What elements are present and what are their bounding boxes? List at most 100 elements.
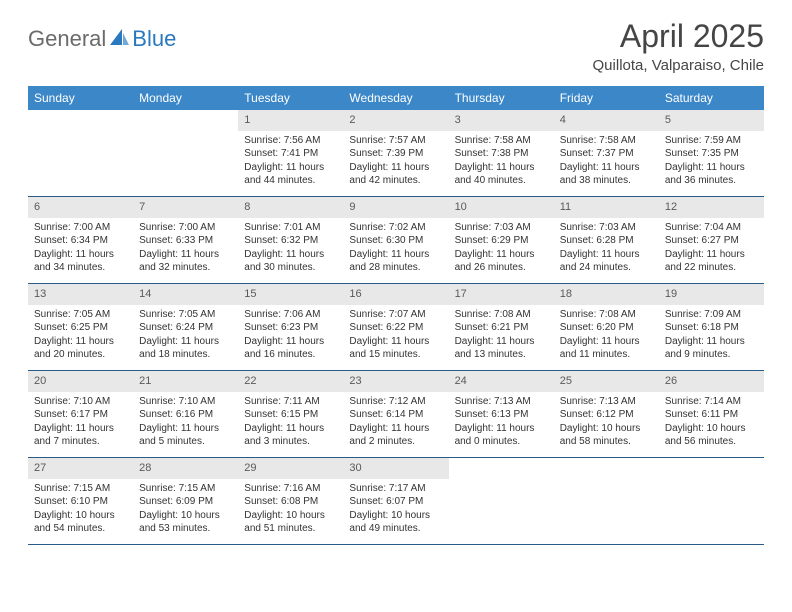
week-row: 20Sunrise: 7:10 AMSunset: 6:17 PMDayligh… <box>28 371 764 458</box>
sunrise-text: Sunrise: 7:09 AM <box>665 308 758 322</box>
day-number: 27 <box>28 458 133 479</box>
daylight-text: Daylight: 10 hours <box>244 509 337 523</box>
sunset-text: Sunset: 6:29 PM <box>455 234 548 248</box>
day-body: Sunrise: 7:14 AMSunset: 6:11 PMDaylight:… <box>659 392 764 455</box>
day-number: 26 <box>659 371 764 392</box>
day-number <box>28 110 133 131</box>
sunrise-text: Sunrise: 7:00 AM <box>139 221 232 235</box>
sunset-text: Sunset: 6:33 PM <box>139 234 232 248</box>
sunrise-text: Sunrise: 7:07 AM <box>349 308 442 322</box>
day-cell: 17Sunrise: 7:08 AMSunset: 6:21 PMDayligh… <box>449 284 554 370</box>
sunrise-text: Sunrise: 7:15 AM <box>139 482 232 496</box>
sunset-text: Sunset: 6:14 PM <box>349 408 442 422</box>
day-cell: 23Sunrise: 7:12 AMSunset: 6:14 PMDayligh… <box>343 371 448 457</box>
day-number: 17 <box>449 284 554 305</box>
daylight-text: and 2 minutes. <box>349 435 442 449</box>
sunset-text: Sunset: 7:41 PM <box>244 147 337 161</box>
day-body: Sunrise: 7:56 AMSunset: 7:41 PMDaylight:… <box>238 131 343 194</box>
sunset-text: Sunset: 6:28 PM <box>560 234 653 248</box>
day-cell: 24Sunrise: 7:13 AMSunset: 6:13 PMDayligh… <box>449 371 554 457</box>
daylight-text: and 13 minutes. <box>455 348 548 362</box>
daylight-text: and 16 minutes. <box>244 348 337 362</box>
sunrise-text: Sunrise: 7:11 AM <box>244 395 337 409</box>
sunset-text: Sunset: 6:13 PM <box>455 408 548 422</box>
day-body: Sunrise: 7:08 AMSunset: 6:21 PMDaylight:… <box>449 305 554 368</box>
day-number <box>449 458 554 479</box>
logo-text-general: General <box>28 26 106 52</box>
day-number <box>133 110 238 131</box>
day-body: Sunrise: 7:58 AMSunset: 7:37 PMDaylight:… <box>554 131 659 194</box>
title-block: April 2025 Quillota, Valparaiso, Chile <box>593 18 764 74</box>
sunset-text: Sunset: 6:32 PM <box>244 234 337 248</box>
daylight-text: Daylight: 11 hours <box>139 248 232 262</box>
sunrise-text: Sunrise: 7:58 AM <box>560 134 653 148</box>
sunrise-text: Sunrise: 7:14 AM <box>665 395 758 409</box>
daylight-text: Daylight: 11 hours <box>665 161 758 175</box>
daylight-text: and 40 minutes. <box>455 174 548 188</box>
sunrise-text: Sunrise: 7:17 AM <box>349 482 442 496</box>
day-number: 23 <box>343 371 448 392</box>
sunrise-text: Sunrise: 7:02 AM <box>349 221 442 235</box>
daylight-text: and 0 minutes. <box>455 435 548 449</box>
sunset-text: Sunset: 6:11 PM <box>665 408 758 422</box>
daylight-text: and 36 minutes. <box>665 174 758 188</box>
sunset-text: Sunset: 6:23 PM <box>244 321 337 335</box>
daylight-text: Daylight: 11 hours <box>455 422 548 436</box>
sunset-text: Sunset: 6:12 PM <box>560 408 653 422</box>
day-number: 16 <box>343 284 448 305</box>
daylight-text: Daylight: 11 hours <box>34 248 127 262</box>
sunrise-text: Sunrise: 7:59 AM <box>665 134 758 148</box>
daylight-text: Daylight: 11 hours <box>34 335 127 349</box>
day-number: 20 <box>28 371 133 392</box>
sunset-text: Sunset: 7:35 PM <box>665 147 758 161</box>
day-number: 28 <box>133 458 238 479</box>
day-number: 5 <box>659 110 764 131</box>
daylight-text: and 26 minutes. <box>455 261 548 275</box>
week-row: 1Sunrise: 7:56 AMSunset: 7:41 PMDaylight… <box>28 110 764 197</box>
sunrise-text: Sunrise: 7:05 AM <box>34 308 127 322</box>
day-cell: 27Sunrise: 7:15 AMSunset: 6:10 PMDayligh… <box>28 458 133 544</box>
day-cell <box>449 458 554 544</box>
day-body: Sunrise: 7:12 AMSunset: 6:14 PMDaylight:… <box>343 392 448 455</box>
weekday-header: Monday <box>133 86 238 110</box>
daylight-text: Daylight: 10 hours <box>560 422 653 436</box>
daylight-text: Daylight: 11 hours <box>244 161 337 175</box>
day-cell: 7Sunrise: 7:00 AMSunset: 6:33 PMDaylight… <box>133 197 238 283</box>
day-cell: 22Sunrise: 7:11 AMSunset: 6:15 PMDayligh… <box>238 371 343 457</box>
day-number: 21 <box>133 371 238 392</box>
day-cell <box>28 110 133 196</box>
header: General Blue April 2025 Quillota, Valpar… <box>28 18 764 74</box>
sunrise-text: Sunrise: 7:08 AM <box>560 308 653 322</box>
day-number: 13 <box>28 284 133 305</box>
sunrise-text: Sunrise: 7:10 AM <box>34 395 127 409</box>
sunset-text: Sunset: 6:18 PM <box>665 321 758 335</box>
day-body: Sunrise: 7:05 AMSunset: 6:24 PMDaylight:… <box>133 305 238 368</box>
daylight-text: and 15 minutes. <box>349 348 442 362</box>
daylight-text: Daylight: 11 hours <box>665 248 758 262</box>
day-cell: 6Sunrise: 7:00 AMSunset: 6:34 PMDaylight… <box>28 197 133 283</box>
daylight-text: and 42 minutes. <box>349 174 442 188</box>
sunrise-text: Sunrise: 7:58 AM <box>455 134 548 148</box>
day-body: Sunrise: 7:03 AMSunset: 6:29 PMDaylight:… <box>449 218 554 281</box>
day-number: 24 <box>449 371 554 392</box>
daylight-text: and 22 minutes. <box>665 261 758 275</box>
calendar: SundayMondayTuesdayWednesdayThursdayFrid… <box>28 86 764 545</box>
day-number: 15 <box>238 284 343 305</box>
day-body: Sunrise: 7:13 AMSunset: 6:13 PMDaylight:… <box>449 392 554 455</box>
daylight-text: and 51 minutes. <box>244 522 337 536</box>
daylight-text: and 11 minutes. <box>560 348 653 362</box>
sunset-text: Sunset: 6:22 PM <box>349 321 442 335</box>
sunset-text: Sunset: 6:27 PM <box>665 234 758 248</box>
day-number <box>554 458 659 479</box>
daylight-text: Daylight: 11 hours <box>560 161 653 175</box>
day-body: Sunrise: 7:09 AMSunset: 6:18 PMDaylight:… <box>659 305 764 368</box>
sunrise-text: Sunrise: 7:57 AM <box>349 134 442 148</box>
month-title: April 2025 <box>593 18 764 55</box>
day-number: 30 <box>343 458 448 479</box>
day-cell: 21Sunrise: 7:10 AMSunset: 6:16 PMDayligh… <box>133 371 238 457</box>
daylight-text: Daylight: 10 hours <box>139 509 232 523</box>
sunrise-text: Sunrise: 7:04 AM <box>665 221 758 235</box>
day-number: 9 <box>343 197 448 218</box>
sunrise-text: Sunrise: 7:56 AM <box>244 134 337 148</box>
daylight-text: Daylight: 11 hours <box>349 161 442 175</box>
